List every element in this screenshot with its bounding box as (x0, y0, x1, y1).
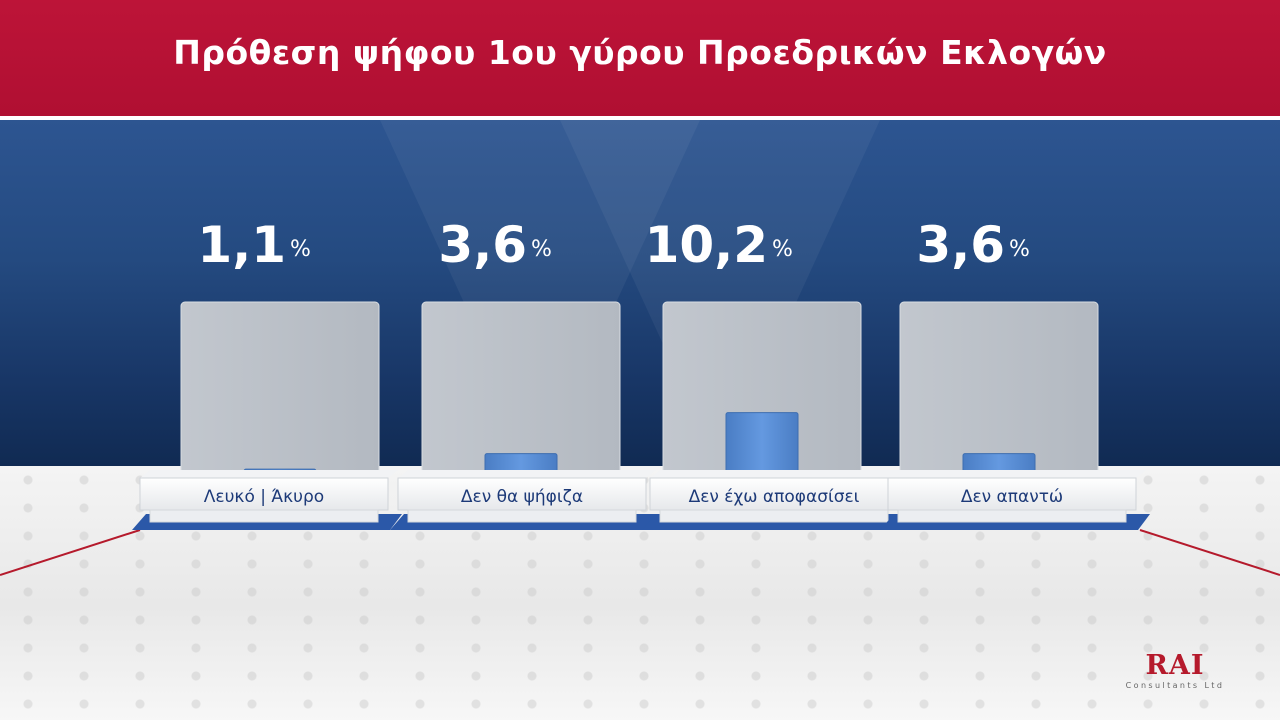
category-label: Δεν θα ψήφιζα (461, 487, 583, 507)
floor-accent-line (0, 529, 141, 576)
category-label: Δεν απαντώ (961, 487, 1063, 507)
label-block-bottom (897, 509, 1127, 523)
category-label: Λευκό | Άκυρο (204, 487, 324, 507)
value-unit-label: % (1009, 237, 1030, 262)
label-block-bottom (659, 509, 889, 523)
label-block (397, 477, 647, 511)
page-title: Πρόθεση ψήφου 1ου γύρου Προεδρικών Εκλογ… (173, 32, 1107, 72)
label-block (139, 477, 389, 511)
brand-logo: RAI Consultants Ltd (1117, 651, 1233, 697)
logo-subtitle: Consultants Ltd (1125, 681, 1225, 690)
logo-name: RAI (1145, 650, 1205, 681)
header-bar: Πρόθεση ψήφου 1ου γύρου Προεδρικών Εκλογ… (0, 0, 1280, 116)
label-block-bottom (407, 509, 637, 523)
header-divider (0, 116, 1280, 120)
data-bar (725, 412, 799, 477)
bar-panel (180, 301, 380, 481)
value-label: 3,6 (916, 216, 1005, 274)
value-unit-label: % (772, 237, 793, 262)
label-block-top (650, 470, 908, 478)
label-block-top (140, 470, 398, 478)
label-block-top (398, 470, 656, 478)
floor-accent-line (1139, 529, 1280, 576)
value-unit-label: % (290, 237, 311, 262)
value-label: 1,1 (197, 216, 286, 274)
label-block-top (888, 470, 1146, 478)
label-block-bottom (149, 509, 379, 523)
value-label: 3,6 (438, 216, 527, 274)
category-label: Δεν έχω αποφασίσει (689, 487, 860, 507)
value-label: 10,2 (645, 216, 768, 274)
value-unit-label: % (531, 237, 552, 262)
